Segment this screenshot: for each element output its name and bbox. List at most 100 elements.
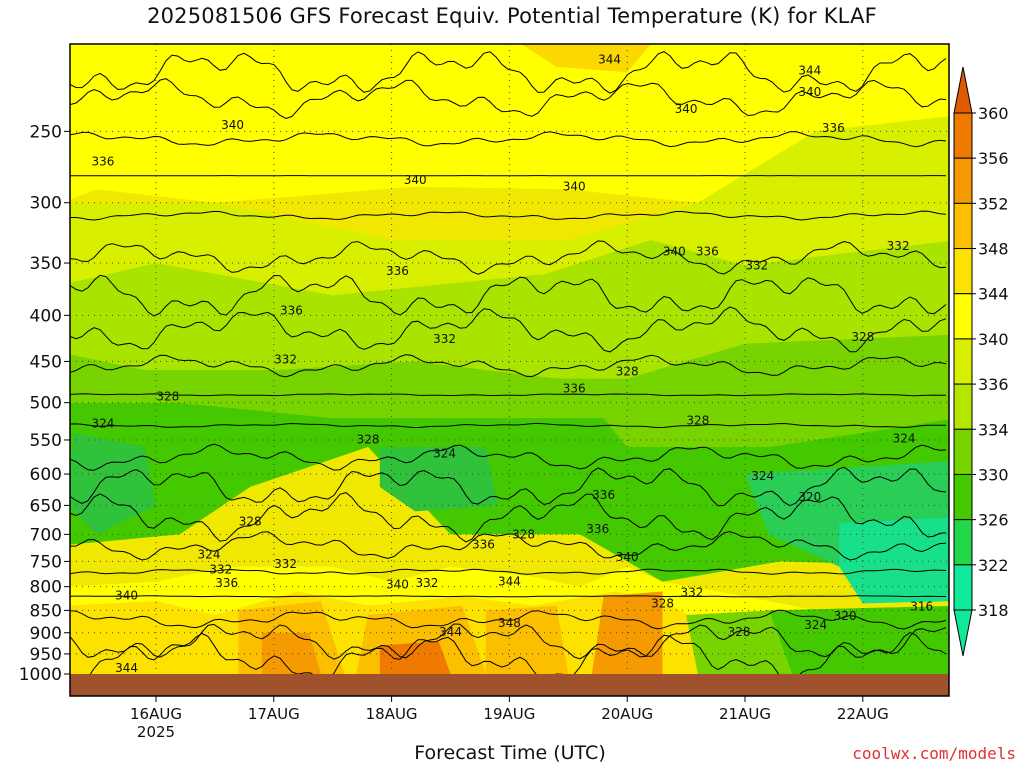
contour-label: 340 (404, 173, 427, 187)
contour-line (70, 492, 947, 543)
y-axis: 250 300 350 400 450 500 550 600 650 700 750 800 850 9… (19, 122, 70, 685)
y-tick-label: 450 (30, 352, 62, 372)
colorbar-label: 352 (978, 194, 1009, 213)
colorbar-label: 344 (978, 285, 1009, 304)
colorbar-label: 334 (978, 420, 1009, 439)
colorbar-segment (953, 293, 973, 340)
colorbar-label: 336 (978, 375, 1009, 394)
grid-layer (70, 44, 949, 674)
contour-label: 332 (433, 332, 456, 346)
x-tick-label: 21AUG (719, 705, 771, 723)
contour-label: 332 (887, 239, 910, 253)
contour-label: 328 (616, 365, 639, 379)
contour-label: 340 (616, 550, 639, 564)
colorbar-label: 326 (978, 511, 1009, 530)
y-tick-label: 950 (30, 645, 62, 665)
contour-label: 328 (512, 527, 535, 541)
band-318 (839, 517, 949, 604)
colorbar-segment (953, 248, 973, 295)
colorbar: 360 356 352 348 344 340 336 334 330 326 322 318 (953, 66, 1009, 657)
y-tick-label: 850 (30, 601, 62, 621)
colorbar-segment (953, 564, 973, 611)
contour-label: 344 (498, 575, 521, 589)
contour-label: 340 (563, 180, 586, 194)
contour-label: 336 (92, 154, 115, 168)
band-348-c (485, 605, 569, 674)
contour-label: 328 (728, 625, 751, 639)
contour-label: 324 (751, 469, 774, 483)
contour-line (70, 443, 947, 471)
y-tick-label: 1000 (19, 665, 62, 685)
y-tick-label: 250 (30, 122, 62, 142)
colorbar-segment (953, 519, 973, 566)
colorbar-label: 360 (978, 104, 1009, 123)
contour-label: 340 (386, 578, 409, 592)
contour-line (70, 422, 947, 429)
contour-label: 324 (92, 416, 115, 430)
contour-label: 340 (115, 588, 138, 602)
contour-label: 332 (415, 576, 438, 590)
colorbar-label: 318 (978, 601, 1009, 620)
colorbar-bottom-arrow (953, 609, 973, 657)
contour-line (70, 51, 947, 94)
contour-label: 348 (498, 616, 521, 630)
contour-label: 324 (804, 618, 827, 632)
contour-label: 336 (386, 264, 409, 278)
x-tick-sublabel: 2025 (137, 723, 175, 741)
contour-label: 336 (563, 381, 586, 395)
x-tick-label: 18AUG (366, 705, 418, 723)
contour-label: 340 (675, 102, 698, 116)
contour-label: 340 (663, 245, 686, 259)
y-tick-label: 350 (30, 254, 62, 274)
colorbar-label: 322 (978, 556, 1009, 575)
contour-label: 332 (681, 585, 704, 599)
chart-title: 2025081506 GFS Forecast Equiv. Potential… (147, 4, 877, 28)
contour-label: 332 (274, 353, 297, 367)
contour-line (70, 568, 947, 575)
band-324-mid (379, 447, 498, 512)
y-tick-label: 400 (30, 306, 62, 326)
band-328-low-east (686, 610, 793, 674)
band-324 (70, 402, 949, 582)
x-tick-label: 20AUG (601, 705, 653, 723)
contour-line (70, 466, 947, 507)
ground-surface (70, 674, 949, 696)
contour-label: 324 (198, 548, 221, 562)
contour-line (70, 595, 946, 598)
colorbar-segment (953, 112, 973, 159)
y-tick-label: 650 (30, 496, 62, 516)
contour-label: 332 (209, 563, 232, 577)
contour-label: 336 (822, 121, 845, 135)
contour-label: 328 (651, 596, 674, 610)
contour-line (70, 609, 947, 630)
contour-label: 344 (115, 661, 138, 675)
contour-label: 336 (586, 522, 609, 536)
contour-line (70, 623, 947, 660)
y-tick-label: 300 (30, 194, 62, 214)
contour-label: 340 (798, 85, 821, 99)
contour-line (70, 393, 947, 397)
colorbar-label: 348 (978, 240, 1009, 259)
y-tick-label: 500 (30, 394, 62, 414)
contour-label: 332 (274, 557, 297, 571)
colorbar-segment (953, 383, 973, 430)
contour-label: 332 (745, 258, 768, 272)
contour-label: 344 (598, 52, 621, 66)
colorbar-segment (953, 157, 973, 204)
contour-label: 336 (215, 576, 238, 590)
x-tick-label: 17AUG (248, 705, 300, 723)
contour-label: 336 (592, 488, 615, 502)
contour-label: 328 (357, 432, 380, 446)
y-tick-label: 700 (30, 525, 62, 545)
contour-line (70, 78, 947, 120)
band-324-low-east (768, 605, 949, 674)
credit-link[interactable]: coolwx.com/models (852, 744, 1016, 763)
contour-label: 344 (798, 63, 821, 77)
colorbar-label: 356 (978, 149, 1009, 168)
y-tick-label: 900 (30, 624, 62, 644)
contour-line (70, 210, 947, 221)
contour-label: 336 (472, 537, 495, 551)
